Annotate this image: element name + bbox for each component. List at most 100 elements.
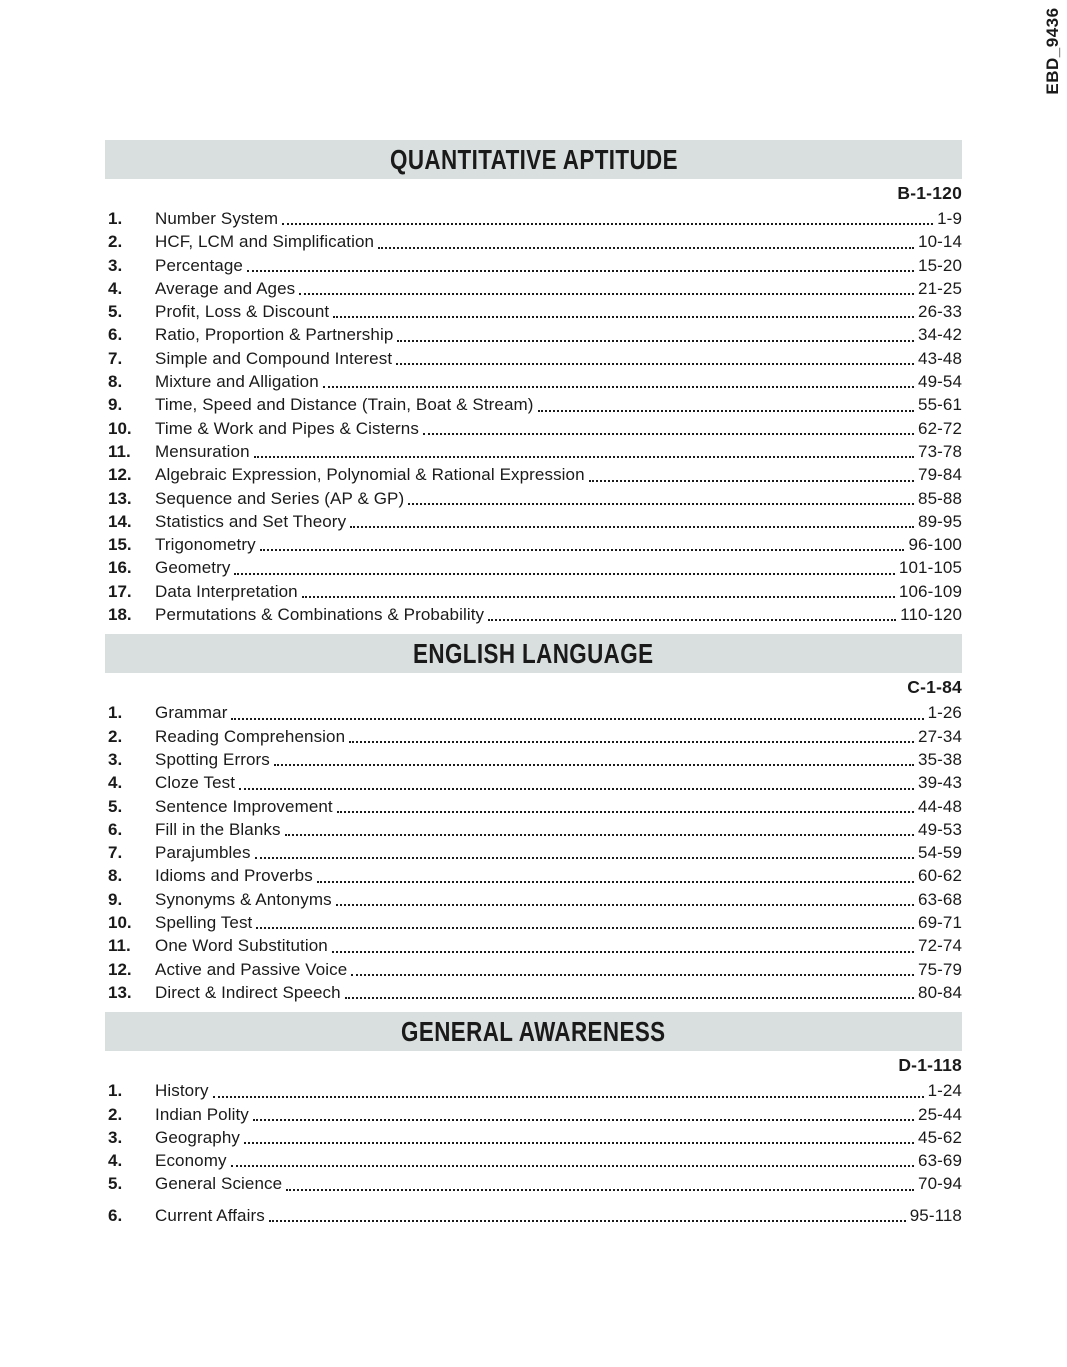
toc-leader-dots (335, 904, 915, 907)
toc-item: 5. Profit, Loss & Discount 26-33 (105, 300, 962, 323)
toc-item-title: Economy (155, 1151, 227, 1171)
toc-item-title: One Word Substitution (155, 936, 328, 956)
toc-item-title: Data Interpretation (155, 581, 298, 601)
toc-item: 3. Percentage 15-20 (105, 254, 962, 277)
table-of-contents: QUANTITATIVE APTITUDE B-1-120 1. Number S… (105, 140, 962, 1235)
toc-item-pages: 1-26 (927, 703, 962, 723)
toc-item-title: Sentence Improvement (155, 796, 333, 816)
toc-item: 4. Average and Ages 21-25 (105, 277, 962, 300)
toc-leader-dots (316, 880, 915, 883)
toc-item: 10. Spelling Test 69-71 (105, 911, 962, 934)
toc-item-title: Parajumbles (155, 843, 251, 863)
toc-leader-dots (239, 787, 915, 790)
toc-item: 3. Geography 45-62 (105, 1126, 962, 1149)
toc-item-title: Cloze Test (155, 773, 236, 793)
toc-item-pages: 25-44 (918, 1104, 962, 1124)
toc-item: 4. Economy 63-69 (105, 1149, 962, 1172)
toc-leader-dots (273, 764, 915, 767)
toc-item: 1. History 1-24 (105, 1079, 962, 1102)
section-page-ref: C-1-84 (907, 677, 962, 698)
toc-item: 8. Idioms and Proverbs 60-62 (105, 864, 962, 887)
toc-item: 12. Algebraic Expression, Polynomial & Ra… (105, 463, 962, 486)
toc-item-title: Number System (155, 209, 279, 228)
toc-leader-dots (488, 619, 897, 622)
toc-item-number: 8. (108, 372, 123, 392)
toc-item: 14. Statistics and Set Theory 89-95 (105, 510, 962, 533)
toc-item-title: HCF, LCM and Simplification (155, 232, 375, 252)
toc-leader-dots (244, 1142, 915, 1145)
toc-item-pages: 26-33 (918, 302, 962, 322)
toc-item-number: 17. (108, 581, 132, 601)
toc-item-pages: 15-20 (918, 255, 962, 275)
toc-item: 2. Indian Polity 25-44 (105, 1103, 962, 1126)
toc-leader-dots (588, 479, 915, 482)
toc-item-number: 10. (108, 913, 132, 933)
toc-item-title: Mensuration (155, 441, 250, 461)
section-page-ref: B-1-120 (897, 183, 962, 203)
toc-rows: 1. Grammar 1-26 2. Reading Comprehension 27-3… (105, 701, 962, 1004)
toc-item-title: Mixture and Alligation (155, 372, 319, 392)
toc-item-pages: 95-118 (909, 1205, 962, 1225)
toc-item: 13. Sequence and Series (AP & GP) 85-88 (105, 487, 962, 510)
toc-leader-dots (286, 1188, 915, 1191)
toc-item-pages: 89-95 (918, 511, 962, 531)
toc-item-number: 8. (108, 866, 123, 886)
toc-item-title: Geometry (155, 558, 231, 578)
toc-leader-dots (331, 950, 915, 953)
toc-item-pages: 27-34 (918, 726, 962, 746)
toc-item-number: 2. (108, 1104, 123, 1124)
toc-leader-dots (336, 810, 915, 813)
toc-item-number: 6. (108, 1205, 123, 1225)
toc-leader-dots (537, 409, 915, 412)
toc-item-number: 9. (108, 395, 123, 415)
section-general-awareness: GENERAL AWARENESS D-1-118 1. History 1-24 2… (105, 1012, 962, 1227)
toc-item-title: Simple and Compound Interest (155, 348, 393, 368)
toc-item-title: Fill in the Blanks (155, 819, 281, 839)
toc-item: 16. Geometry 101-105 (105, 556, 962, 579)
toc-leader-dots (350, 526, 915, 529)
toc-item: 15. Trigonometry 96-100 (105, 533, 962, 556)
toc-leader-dots (299, 293, 915, 296)
toc-item: 5. Sentence Improvement 44-48 (105, 795, 962, 818)
toc-item-number: 5. (108, 302, 123, 322)
toc-item-title: Synonyms & Antonyms (155, 889, 332, 909)
toc-item-number: 12. (108, 959, 132, 979)
toc-item: 7. Simple and Compound Interest 43-48 (105, 347, 962, 370)
toc-item: 17. Data Interpretation 106-109 (105, 580, 962, 603)
toc-item-number: 5. (108, 1174, 123, 1194)
toc-leader-dots (234, 572, 895, 575)
toc-rows: 1. Number System 1-9 2. HCF, LCM and Simplif… (105, 207, 962, 626)
toc-item-number: 7. (108, 843, 123, 863)
toc-leader-dots (212, 1095, 924, 1098)
toc-item-pages: 79-84 (918, 465, 962, 485)
toc-item-title: Ratio, Proportion & Partnership (155, 325, 394, 345)
toc-item: 12. Active and Passive Voice 75-79 (105, 958, 962, 981)
toc-item: 6. Ratio, Proportion & Partnership 34-42 (105, 323, 962, 346)
toc-item-pages: 69-71 (918, 913, 962, 933)
toc-leader-dots (344, 997, 915, 1000)
toc-leader-dots (230, 1165, 915, 1168)
toc-item: 11. One Word Substitution 72-74 (105, 934, 962, 957)
toc-item-pages: 21-25 (918, 278, 962, 298)
edge-code: EBD_9436 (1043, 7, 1062, 95)
section-page-ref: D-1-118 (898, 1055, 962, 1076)
toc-item-number: 1. (108, 209, 123, 228)
toc-item-pages: 55-61 (918, 395, 962, 415)
toc-item: 2. Reading Comprehension 27-34 (105, 725, 962, 748)
toc-item-pages: 80-84 (918, 982, 962, 1002)
toc-item: 2. HCF, LCM and Simplification 10-14 (105, 230, 962, 253)
toc-item-number: 12. (108, 465, 132, 485)
toc-leader-dots (396, 363, 915, 366)
toc-item-title: Average and Ages (155, 278, 296, 298)
toc-item-number: 16. (108, 558, 132, 578)
toc-leader-dots (322, 386, 915, 389)
toc-item: 6. Fill in the Blanks 49-53 (105, 818, 962, 841)
toc-item-number: 4. (108, 773, 123, 793)
section-title: GENERAL AWARENESS (401, 1015, 666, 1047)
toc-item-pages: 72-74 (918, 936, 962, 956)
toc-leader-dots (246, 269, 915, 272)
section-header-bar: QUANTITATIVE APTITUDE (105, 140, 962, 179)
toc-item-pages: 43-48 (918, 348, 962, 368)
toc-item-title: Geography (155, 1127, 241, 1147)
toc-item-title: Direct & Indirect Speech (155, 982, 341, 1002)
